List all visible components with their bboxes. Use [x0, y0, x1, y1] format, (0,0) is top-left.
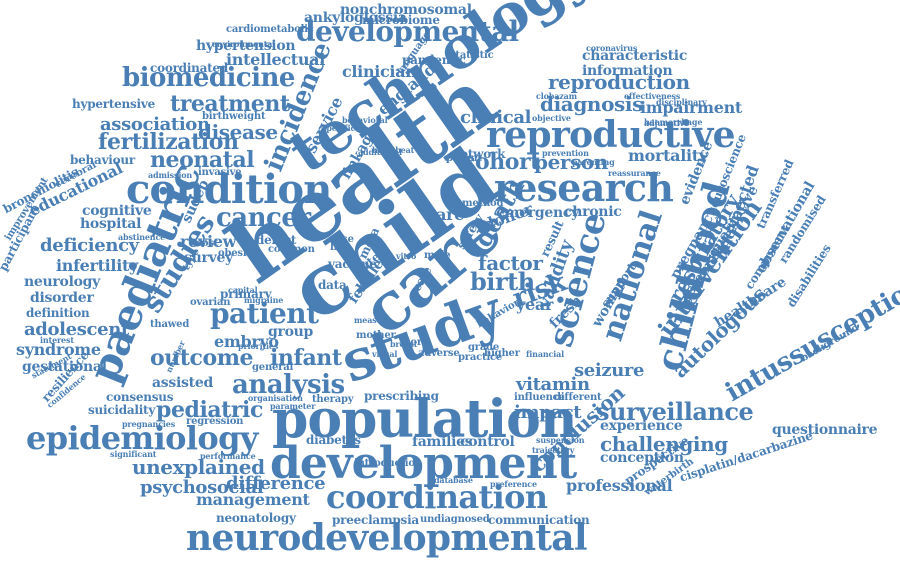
word-male: male: [424, 251, 450, 261]
word-communication: communication: [488, 514, 590, 526]
word-hypertensive: hypertensive: [72, 98, 155, 110]
word-neonatology: neonatology: [216, 512, 296, 524]
word-priorities: priorities: [238, 342, 278, 350]
word-case: case: [330, 235, 354, 245]
word-suspension: suspension: [536, 436, 584, 444]
word-trajectory: trajectory: [532, 446, 574, 454]
word-admission: admission: [148, 171, 192, 179]
word-pregnancies: pregnancies: [122, 420, 175, 428]
word-disease: disease: [198, 122, 278, 142]
word-preeclampsia: preeclampsia: [332, 514, 419, 526]
word-adverse: adverse: [418, 349, 460, 359]
word-capital: capital: [228, 286, 258, 294]
word-preference: preference: [490, 480, 537, 488]
word-different: different: [554, 393, 601, 403]
word-prevention: prevention: [542, 149, 589, 157]
word-mother: mother: [356, 331, 396, 341]
word-additional: additional: [358, 148, 402, 156]
word-intellectual: intellectual: [226, 52, 325, 68]
word-abstinence: abstinence: [118, 233, 165, 241]
word-general: general: [252, 363, 293, 373]
word-specific: specific: [322, 124, 355, 132]
word-performance: performance: [200, 452, 256, 460]
word-coronavirus: coronavirus: [586, 44, 637, 52]
word-suicidality: suicidality: [88, 404, 155, 416]
word-organisation: organisation: [248, 394, 303, 402]
word-assisted: assisted: [152, 376, 213, 390]
word-adjunctive: adjunctive: [644, 119, 689, 127]
word-consensus: consensus: [106, 391, 173, 403]
word-hospital: hospital: [80, 217, 141, 231]
word-behaviour: behaviour: [70, 154, 135, 166]
word-data: data: [318, 279, 347, 291]
word-statistic: statistic: [450, 51, 493, 61]
word-behavioral: behavioral: [342, 116, 388, 124]
word-cardiometabolic: cardiometabolic: [226, 25, 314, 35]
word-association: association: [100, 116, 210, 134]
word-impact: impact: [514, 404, 581, 422]
word-therapy: therapy: [312, 395, 353, 405]
word-grade: grade: [468, 343, 499, 353]
word-parent: parent: [446, 154, 482, 164]
word-cancer: cancer: [216, 205, 311, 231]
word-neurology: neurology: [24, 275, 100, 289]
word-common: common: [268, 245, 315, 255]
word-birthweight: birthweight: [202, 112, 265, 122]
word-financial: financial: [526, 350, 564, 358]
word-measure: measure: [354, 316, 391, 324]
word-clinical: clinical: [460, 109, 531, 127]
word-coordinated: coordinated: [150, 62, 228, 74]
word-interest: interest: [40, 336, 74, 344]
word-management: management: [196, 492, 310, 508]
word-introduction: introduction: [354, 459, 422, 469]
word-visual: visual: [372, 350, 397, 358]
word-regression: regression: [186, 417, 243, 427]
word-ovarian: ovarian: [190, 298, 230, 308]
word-experience: experience: [600, 419, 682, 433]
word-parenting: parenting: [572, 158, 615, 166]
word-undiagnosed: undiagnosed: [420, 515, 490, 525]
word-invasive: invasive: [198, 168, 241, 178]
word-objective: objective: [532, 114, 571, 122]
word-microbiome: microbiome: [362, 14, 440, 26]
word-obesity: obesity: [218, 249, 256, 259]
word-significant: significant: [110, 450, 156, 458]
word-professional: professional: [566, 478, 672, 494]
word-definition: definition: [26, 307, 89, 319]
word-chronic: chronic: [564, 205, 621, 219]
word-prescribing: prescribing: [364, 390, 439, 402]
word-cost: cost: [196, 239, 218, 249]
word-effectiveness: effectiveness: [624, 92, 680, 100]
word-information: information: [582, 64, 672, 78]
word-control: control: [460, 435, 515, 449]
word-rare: rare: [428, 207, 464, 223]
word-clobazam: clobazam: [536, 92, 577, 100]
word-parameter: parameter: [270, 402, 315, 410]
word-factor: factor: [478, 253, 542, 273]
word-reassurance: reassurance: [608, 169, 661, 177]
word-more: more: [400, 338, 428, 348]
word-vitro: vitro: [396, 252, 416, 260]
word-thawed: thawed: [150, 320, 189, 330]
word-database: database: [434, 476, 473, 484]
word-environmental: environmental: [212, 40, 275, 48]
word-migraine: migraine: [244, 296, 283, 304]
word-disorder: disorder: [30, 291, 94, 305]
word-method: method: [462, 199, 503, 209]
word-diabetes: diabetes: [306, 434, 361, 446]
word-infertility: infertility: [56, 258, 138, 274]
